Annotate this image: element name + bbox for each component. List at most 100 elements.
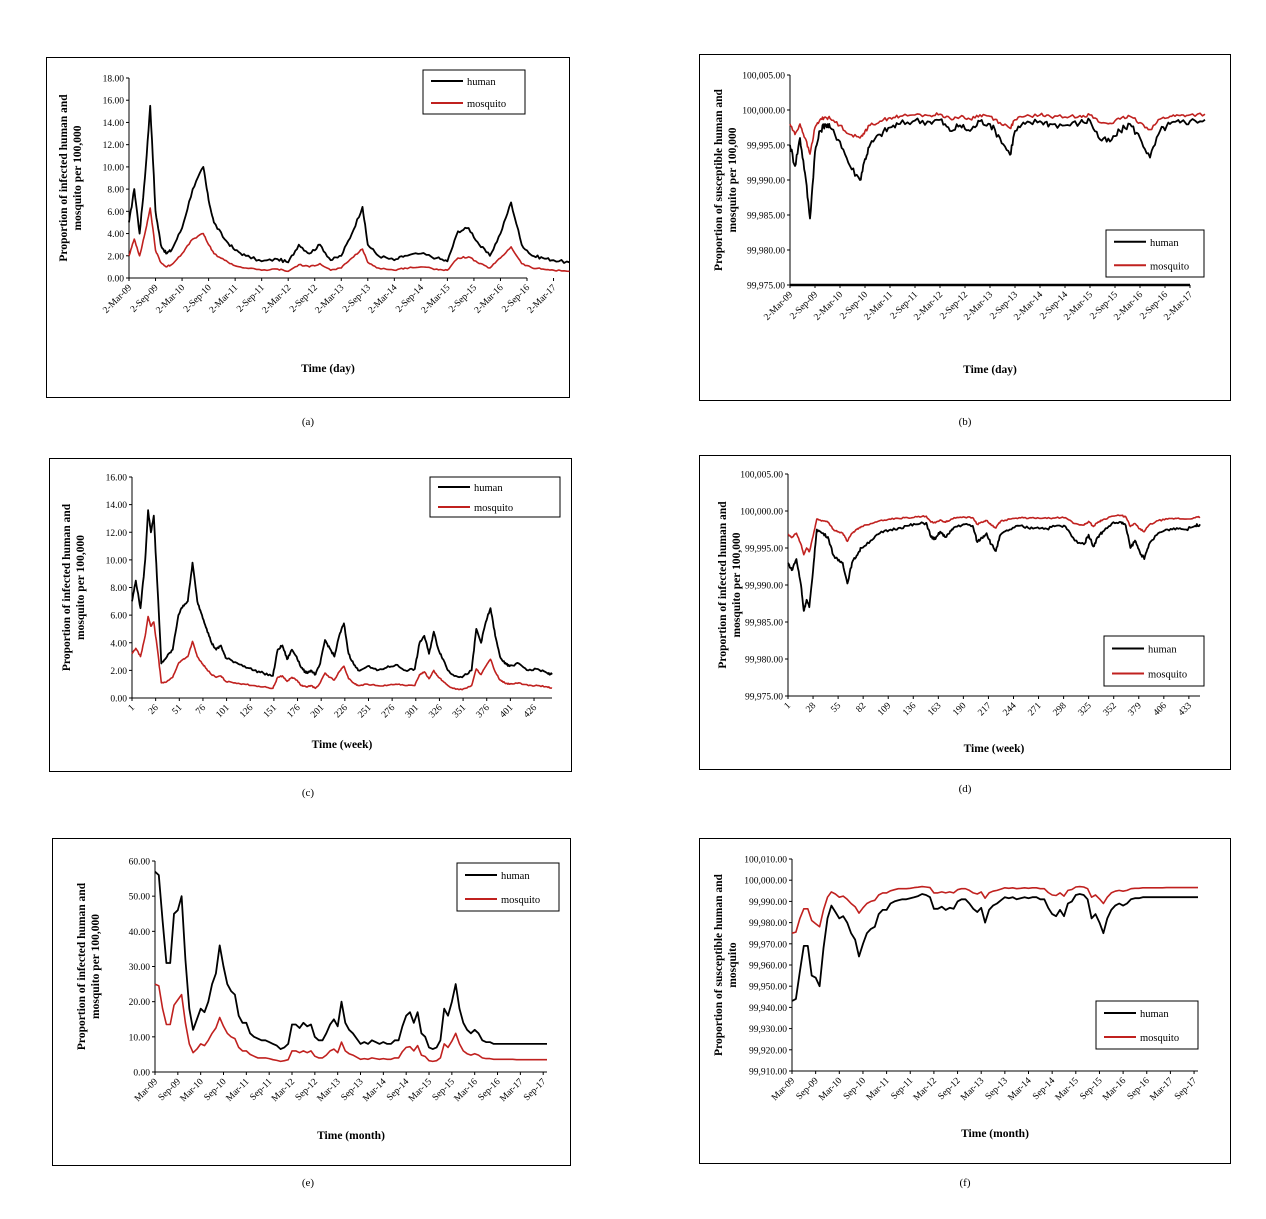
x-tick-label: Mar-11 <box>865 1076 892 1103</box>
x-tick-label: 351 <box>451 703 468 720</box>
y-tick-label: 4.00 <box>110 639 127 649</box>
x-tick-label: Sep-17 <box>522 1077 548 1103</box>
chart-panel-b: 99,975.00 99,980.00 99,985.00 99,990.00 99,9… <box>699 54 1231 401</box>
y-tick-label: 0.00 <box>107 275 124 285</box>
x-tick-label: 251 <box>356 703 373 720</box>
chart-panel-a: 0.00 2.00 4.00 6.00 8.00 10.00 12.00 14.00 16.00… <box>46 57 570 398</box>
x-tick-label: Sep-17 <box>1173 1076 1199 1102</box>
x-tick-label: 326 <box>427 703 444 720</box>
y-tick-label: 16.00 <box>103 97 125 107</box>
chart-panel-d: 99,975.00 99,980.00 99,985.00 99,990.00 99,9… <box>699 455 1231 770</box>
y-tick-label: 6.00 <box>110 612 127 622</box>
x-tick-label: Mar-13 <box>316 1077 343 1104</box>
legend-label-human: human <box>474 483 503 494</box>
y-tick-label: 100,000.00 <box>742 107 785 117</box>
y-tick-label: 10.00 <box>129 1033 151 1043</box>
caption-e: (e) <box>301 1177 315 1189</box>
y-axis-label: Proportion of susceptible human and mosqu… <box>713 873 739 1056</box>
x-tick-label: 136 <box>901 701 918 718</box>
y-tick-label: 40.00 <box>129 928 151 938</box>
x-tick-label: 101 <box>215 703 232 720</box>
x-tick-label: 151 <box>262 703 279 720</box>
chart-svg-d: 99,975.00 99,980.00 99,985.00 99,990.00 99,9… <box>717 471 1205 755</box>
legend-label-human: human <box>467 77 496 88</box>
y-tick-label: 16.00 <box>106 474 128 484</box>
x-tick-label: 2-Mar-13 <box>314 283 347 316</box>
x-tick-label: Mar-15 <box>407 1077 434 1104</box>
series-line-human <box>791 893 1198 1002</box>
y-axis-label-line: Proportion of susceptible human and <box>713 88 725 271</box>
x-tick-label: Mar-11 <box>225 1077 252 1104</box>
x-tick-label: Mar-09 <box>133 1077 160 1104</box>
x-tick-label: 401 <box>498 703 515 720</box>
x-tick-label: Mar-17 <box>1148 1076 1175 1103</box>
y-tick-label: 99,990.00 <box>749 898 787 908</box>
chart-svg-f: 99,910.00 99,920.00 99,930.00 99,940.00 99,9… <box>713 856 1199 1141</box>
y-axis-label: Proportion of infected human and mosquito… <box>61 503 87 671</box>
x-tick-label: 82 <box>854 701 868 715</box>
y-axis-label-line: mosquito <box>727 942 739 988</box>
x-tick-label: 190 <box>951 701 968 718</box>
legend-label-mosquito: mosquito <box>1148 670 1187 681</box>
y-tick-label: 10.00 <box>106 556 128 566</box>
y-tick-label: 0.00 <box>133 1069 150 1079</box>
chart-panel-f: 99,910.00 99,920.00 99,930.00 99,940.00 99,9… <box>699 838 1231 1164</box>
y-tick-label: 8.00 <box>107 186 124 196</box>
x-tick-label: 376 <box>475 703 492 720</box>
x-axis-label: Time (week) <box>964 743 1025 755</box>
y-tick-label: 50.00 <box>129 893 151 903</box>
x-tick-label: Sep-15 <box>1078 1076 1104 1102</box>
x-tick-label: 406 <box>1152 701 1169 718</box>
x-tick-label: Sep-14 <box>1031 1076 1057 1102</box>
chart-svg-c: 0.00 2.00 4.00 6.00 8.00 10.00 12.00 14.00 16.00… <box>61 474 561 751</box>
x-tick-label: Sep-10 <box>842 1076 868 1102</box>
x-tick-label: 325 <box>1077 701 1094 718</box>
x-tick-label: 176 <box>286 703 303 720</box>
x-tick-label: Sep-09 <box>795 1076 821 1102</box>
y-tick-label: 99,985.00 <box>747 212 785 222</box>
x-tick-label: 2-Mar-17 <box>526 283 559 316</box>
y-tick-label: 2.00 <box>107 252 124 262</box>
y-axis-label: Proportion of infected human and mosquito… <box>717 501 743 669</box>
y-tick-label: 0.00 <box>110 695 127 705</box>
x-tick-label: Mar-09 <box>770 1076 797 1103</box>
y-tick-label: 2.00 <box>110 667 127 677</box>
x-tick-label: Mar-14 <box>1007 1076 1034 1103</box>
y-axis-label: Proportion of susceptible human and mosqu… <box>713 88 739 271</box>
y-axis-label: Proportion of infected human and mosquito… <box>58 94 84 262</box>
y-tick-label: 99,980.00 <box>747 247 785 257</box>
x-tick-label: Sep-10 <box>203 1077 229 1103</box>
y-tick-label: 99,950.00 <box>749 983 787 993</box>
x-tick-label: 433 <box>1177 701 1194 718</box>
y-tick-label: 99,980.00 <box>749 919 787 929</box>
x-tick-label: 2-Mar-10 <box>155 283 188 316</box>
y-axis-label: Proportion of infected human and mosquito… <box>76 882 102 1050</box>
y-tick-label: 99,910.00 <box>749 1068 787 1078</box>
x-tick-label: Sep-13 <box>340 1077 366 1103</box>
legend-box <box>456 862 560 912</box>
y-axis-label-line: mosquito per 100,000 <box>90 914 102 1019</box>
y-tick-label: 99,980.00 <box>745 656 783 666</box>
x-tick-label: 301 <box>404 703 421 720</box>
y-tick-label: 30.00 <box>129 963 151 973</box>
y-tick-label: 14.00 <box>103 119 125 129</box>
legend-label-human: human <box>1148 645 1177 656</box>
x-tick-label: 26 <box>147 703 161 717</box>
y-axis-label-line: mosquito per 100,000 <box>731 532 743 637</box>
y-axis-label-line: mosquito per 100,000 <box>72 125 84 230</box>
x-tick-label: 1 <box>127 703 138 714</box>
legend-label-human: human <box>1150 238 1179 249</box>
x-tick-label: 298 <box>1052 701 1069 718</box>
series-line-mosquito <box>128 207 570 273</box>
x-tick-label: 2-Mar-12 <box>261 283 294 316</box>
x-tick-label: 109 <box>876 701 893 718</box>
series-line-mosquito <box>791 885 1198 934</box>
x-tick-label: Sep-15 <box>431 1077 457 1103</box>
legend-label-mosquito: mosquito <box>501 895 540 906</box>
y-tick-label: 99,975.00 <box>747 282 785 292</box>
y-tick-label: 100,010.00 <box>744 856 787 866</box>
x-tick-label: 76 <box>194 703 208 717</box>
y-tick-label: 99,920.00 <box>749 1046 787 1056</box>
y-axis-label-line: Proportion of infected human and <box>717 501 729 669</box>
caption-a: (a) <box>301 416 315 428</box>
